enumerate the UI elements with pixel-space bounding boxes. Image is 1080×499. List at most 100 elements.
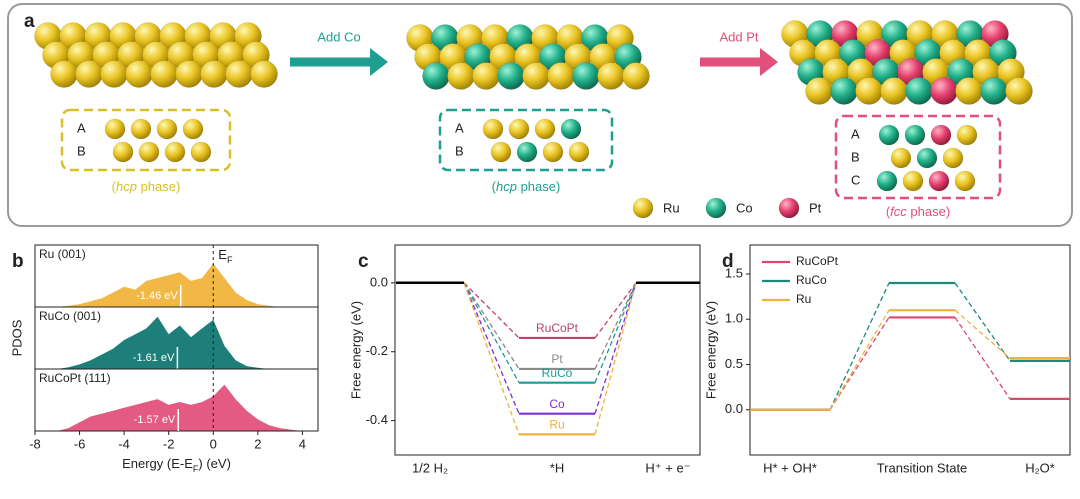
y-tick-label: 0.5 bbox=[725, 356, 743, 371]
slab-atom bbox=[855, 77, 883, 105]
arrow-head bbox=[760, 48, 778, 76]
level-label: RuCo bbox=[542, 366, 573, 380]
slab-atom bbox=[50, 60, 78, 88]
axes-frame bbox=[749, 244, 1071, 456]
atom bbox=[138, 141, 160, 163]
connector bbox=[463, 282, 520, 339]
d-band-label: -1.46 eV bbox=[136, 290, 178, 302]
label-part: phase) bbox=[907, 204, 950, 219]
slab-atom bbox=[100, 60, 128, 88]
y-tick-label: 1.5 bbox=[725, 265, 743, 280]
arrow-label: Add Pt bbox=[719, 29, 758, 44]
connector bbox=[829, 282, 890, 411]
panel-label: c bbox=[358, 251, 369, 272]
atom bbox=[130, 118, 152, 140]
atom bbox=[112, 141, 134, 163]
y-tick-label: 0.0 bbox=[725, 401, 743, 416]
connector bbox=[594, 282, 637, 414]
atom bbox=[560, 118, 582, 140]
legend-label: RuCoPt bbox=[796, 254, 839, 268]
atom bbox=[930, 124, 952, 146]
layer-label: B bbox=[851, 149, 860, 164]
d-band-label: -1.61 eV bbox=[133, 352, 175, 364]
slab-atom bbox=[880, 77, 908, 105]
x-tick-label: -6 bbox=[74, 436, 86, 451]
connector bbox=[463, 282, 520, 370]
layer-box bbox=[60, 108, 232, 172]
x-tick-label: 0 bbox=[210, 436, 217, 451]
subplot-label: Ru (001) bbox=[39, 247, 86, 261]
label-part: phase) bbox=[137, 179, 180, 194]
level-label: Ru bbox=[549, 418, 564, 432]
legend-atom bbox=[778, 197, 800, 219]
d-band-label: -1.57 eV bbox=[134, 414, 176, 426]
label-part: phase) bbox=[517, 179, 560, 194]
atom bbox=[508, 118, 530, 140]
x-tick-label: -8 bbox=[29, 436, 41, 451]
label-part: E bbox=[218, 247, 227, 262]
slab-atom bbox=[175, 60, 203, 88]
x-tick-label: *H bbox=[550, 460, 564, 475]
atom bbox=[542, 141, 564, 163]
label-part: hcp bbox=[496, 179, 517, 194]
atom bbox=[876, 170, 898, 192]
legend-label: RuCo bbox=[796, 273, 827, 287]
x-tick-label: 4 bbox=[299, 436, 306, 451]
slab-atom bbox=[497, 62, 525, 90]
y-axis-label: PDOS bbox=[9, 319, 24, 356]
y-tick-label: 0.0 bbox=[370, 274, 388, 289]
x-tick-label: -4 bbox=[118, 436, 130, 451]
x-axis-label: Energy (E-EF) (eV) bbox=[122, 456, 231, 474]
legend-atom bbox=[632, 197, 654, 219]
atom bbox=[878, 124, 900, 146]
slab-atom bbox=[422, 62, 450, 90]
connector bbox=[829, 309, 890, 411]
connector bbox=[954, 282, 1011, 362]
label-part: ) (eV) bbox=[198, 456, 231, 471]
slab-atom bbox=[955, 77, 983, 105]
fermi-label: EF bbox=[218, 247, 233, 265]
subplot-frame bbox=[34, 368, 319, 432]
slab-atom bbox=[597, 62, 625, 90]
slab-atom bbox=[250, 60, 278, 88]
legend-label: Ru bbox=[663, 200, 680, 215]
slab-atom bbox=[522, 62, 550, 90]
atom bbox=[568, 141, 590, 163]
layer-label: A bbox=[77, 120, 86, 135]
atom bbox=[902, 170, 924, 192]
pdos-area bbox=[57, 316, 303, 369]
connector bbox=[594, 282, 637, 435]
layer-label: B bbox=[77, 143, 86, 158]
connector bbox=[594, 282, 637, 383]
label-part: ( bbox=[112, 179, 117, 194]
atom bbox=[156, 118, 178, 140]
atom bbox=[928, 170, 950, 192]
connector bbox=[463, 282, 520, 435]
panel-label: b bbox=[12, 251, 24, 272]
atom bbox=[190, 141, 212, 163]
subplot-label: RuCo (001) bbox=[39, 309, 101, 323]
slab-atom bbox=[1005, 77, 1033, 105]
connector bbox=[594, 282, 637, 339]
label-part: F bbox=[227, 255, 233, 265]
subplot-label: RuCoPt (111) bbox=[39, 371, 111, 385]
level-label: Pt bbox=[551, 352, 563, 366]
x-tick-label: 1/2 H₂ bbox=[412, 460, 448, 475]
label-part: F bbox=[193, 464, 199, 474]
layer-label: C bbox=[851, 172, 860, 187]
layer-label: B bbox=[455, 143, 464, 158]
y-axis-label: Free energy (eV) bbox=[703, 301, 718, 399]
panel-frame bbox=[7, 3, 1073, 227]
atom bbox=[904, 124, 926, 146]
pdos-area bbox=[57, 263, 303, 307]
slab-atom bbox=[150, 60, 178, 88]
atom bbox=[516, 141, 538, 163]
atom bbox=[104, 118, 126, 140]
y-axis-label: Free energy (eV) bbox=[348, 301, 363, 399]
slab-atom bbox=[572, 62, 600, 90]
atom bbox=[956, 124, 978, 146]
label-part: Energy (E-E bbox=[122, 456, 193, 471]
atom bbox=[534, 118, 556, 140]
arrow-head bbox=[370, 48, 388, 76]
layer-label: A bbox=[851, 126, 860, 141]
